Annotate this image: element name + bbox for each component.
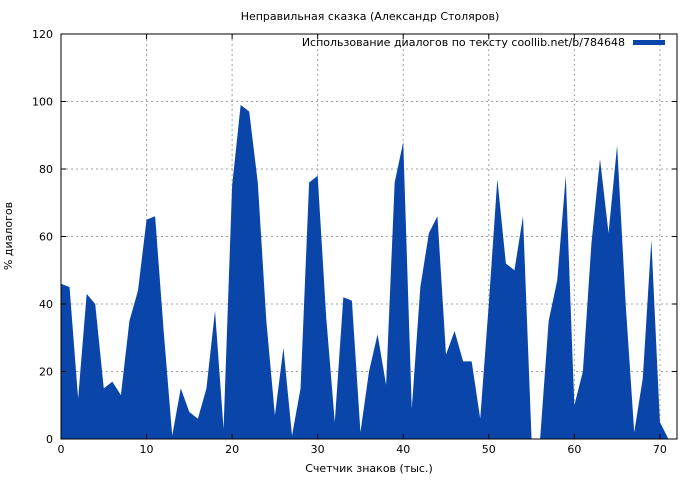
x-tick-label: 60: [567, 443, 581, 456]
x-axis-label: Счетчик знаков (тыс.): [305, 462, 433, 475]
y-tick-label: 120: [32, 28, 53, 41]
series-area: [61, 104, 669, 439]
y-tick-label: 40: [39, 298, 53, 311]
x-tick-label: 40: [396, 443, 410, 456]
y-tick-label: 20: [39, 366, 53, 379]
x-tick-label: 10: [140, 443, 154, 456]
y-tick-label: 0: [46, 433, 53, 446]
legend-entry-label: Использование диалогов по тексту coollib…: [302, 36, 625, 49]
x-tick-label: 70: [653, 443, 667, 456]
legend-swatch: [633, 40, 665, 45]
y-tick-label: 100: [32, 96, 53, 109]
chart-title: Неправильная сказка (Александр Столяров): [241, 10, 500, 23]
x-tick-label: 20: [225, 443, 239, 456]
y-tick-label: 60: [39, 231, 53, 244]
x-tick-label: 0: [58, 443, 65, 456]
y-axis-label: % диалогов: [2, 202, 15, 270]
data-area: [61, 104, 669, 439]
x-tick-label: 30: [311, 443, 325, 456]
x-tick-label: 50: [482, 443, 496, 456]
y-tick-label: 80: [39, 163, 53, 176]
legend: Использование диалогов по тексту coollib…: [302, 36, 665, 49]
axis-ticks: 0 10 20 30 40 50 60 70 0 20 40 60 80 100 120: [32, 28, 677, 456]
